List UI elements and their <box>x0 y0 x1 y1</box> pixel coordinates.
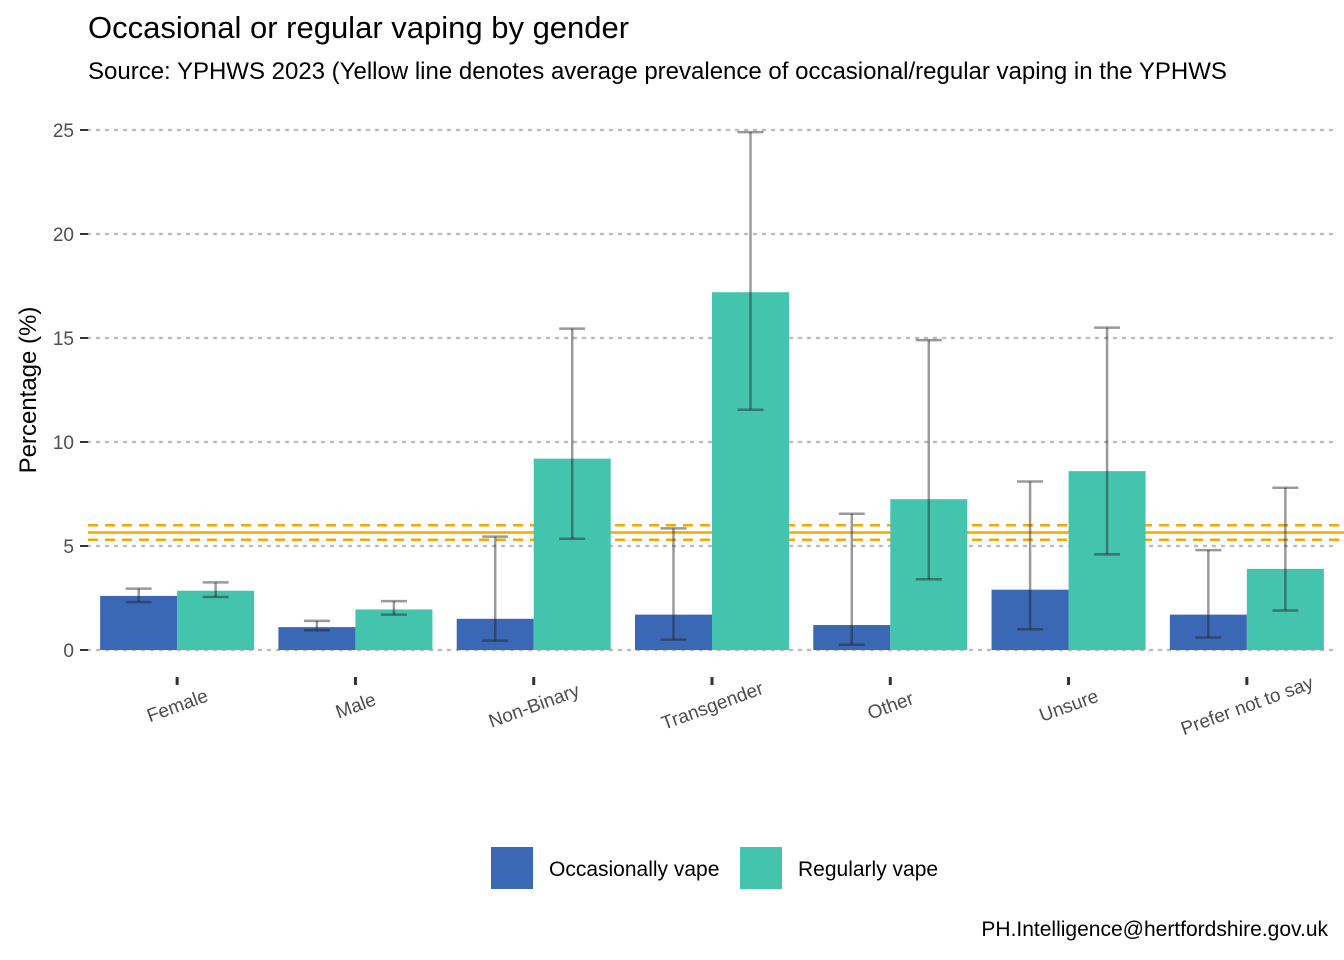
bar-regularly <box>177 590 255 650</box>
legend-label: Occasionally vape <box>549 858 719 881</box>
y-tick-label: 5 <box>63 537 74 558</box>
footer-email: PH.Intelligence@hertfordshire.gov.uk <box>981 918 1328 941</box>
chart-subtitle: Source: YPHWS 2023 (Yellow line denotes … <box>88 58 1227 85</box>
bars <box>100 292 1324 650</box>
bar-occasionally <box>991 589 1069 650</box>
bar-occasionally <box>456 618 534 650</box>
x-tick-label: Male <box>333 689 379 723</box>
x-tick-label: Female <box>144 686 211 727</box>
bar-regularly <box>1068 471 1146 650</box>
y-tick-label: 25 <box>53 121 74 142</box>
bar-regularly <box>533 458 611 650</box>
bar-regularly <box>712 292 789 650</box>
bar-regularly <box>1246 568 1324 650</box>
x-tick-label: Transgender <box>659 678 767 735</box>
bar-regularly <box>890 499 968 650</box>
y-tick-label: 20 <box>53 225 74 246</box>
chart-title: Occasional or regular vaping by gender <box>88 10 630 45</box>
y-tick-label: 10 <box>53 433 74 454</box>
bar-occasionally <box>635 614 712 650</box>
bar-occasionally <box>278 627 356 650</box>
bar-occasionally <box>813 625 891 650</box>
bar-occasionally <box>100 595 178 650</box>
legend-swatch <box>740 847 782 889</box>
error-bars <box>125 130 1299 647</box>
legend: Occasionally vape Regularly vape <box>491 847 938 889</box>
x-tick-label: Unsure <box>1037 686 1102 727</box>
y-tick-label: 15 <box>53 329 74 350</box>
bar-regularly <box>355 609 433 650</box>
y-tick-label: 0 <box>63 641 74 662</box>
bar-occasionally <box>1169 614 1247 650</box>
x-tick-label: Non-Binary <box>486 680 583 732</box>
x-tick-label: Other <box>865 688 917 724</box>
y-axis-title: Percentage (%) <box>15 307 42 474</box>
legend-swatch <box>491 847 533 889</box>
legend-label: Regularly vape <box>798 858 938 881</box>
